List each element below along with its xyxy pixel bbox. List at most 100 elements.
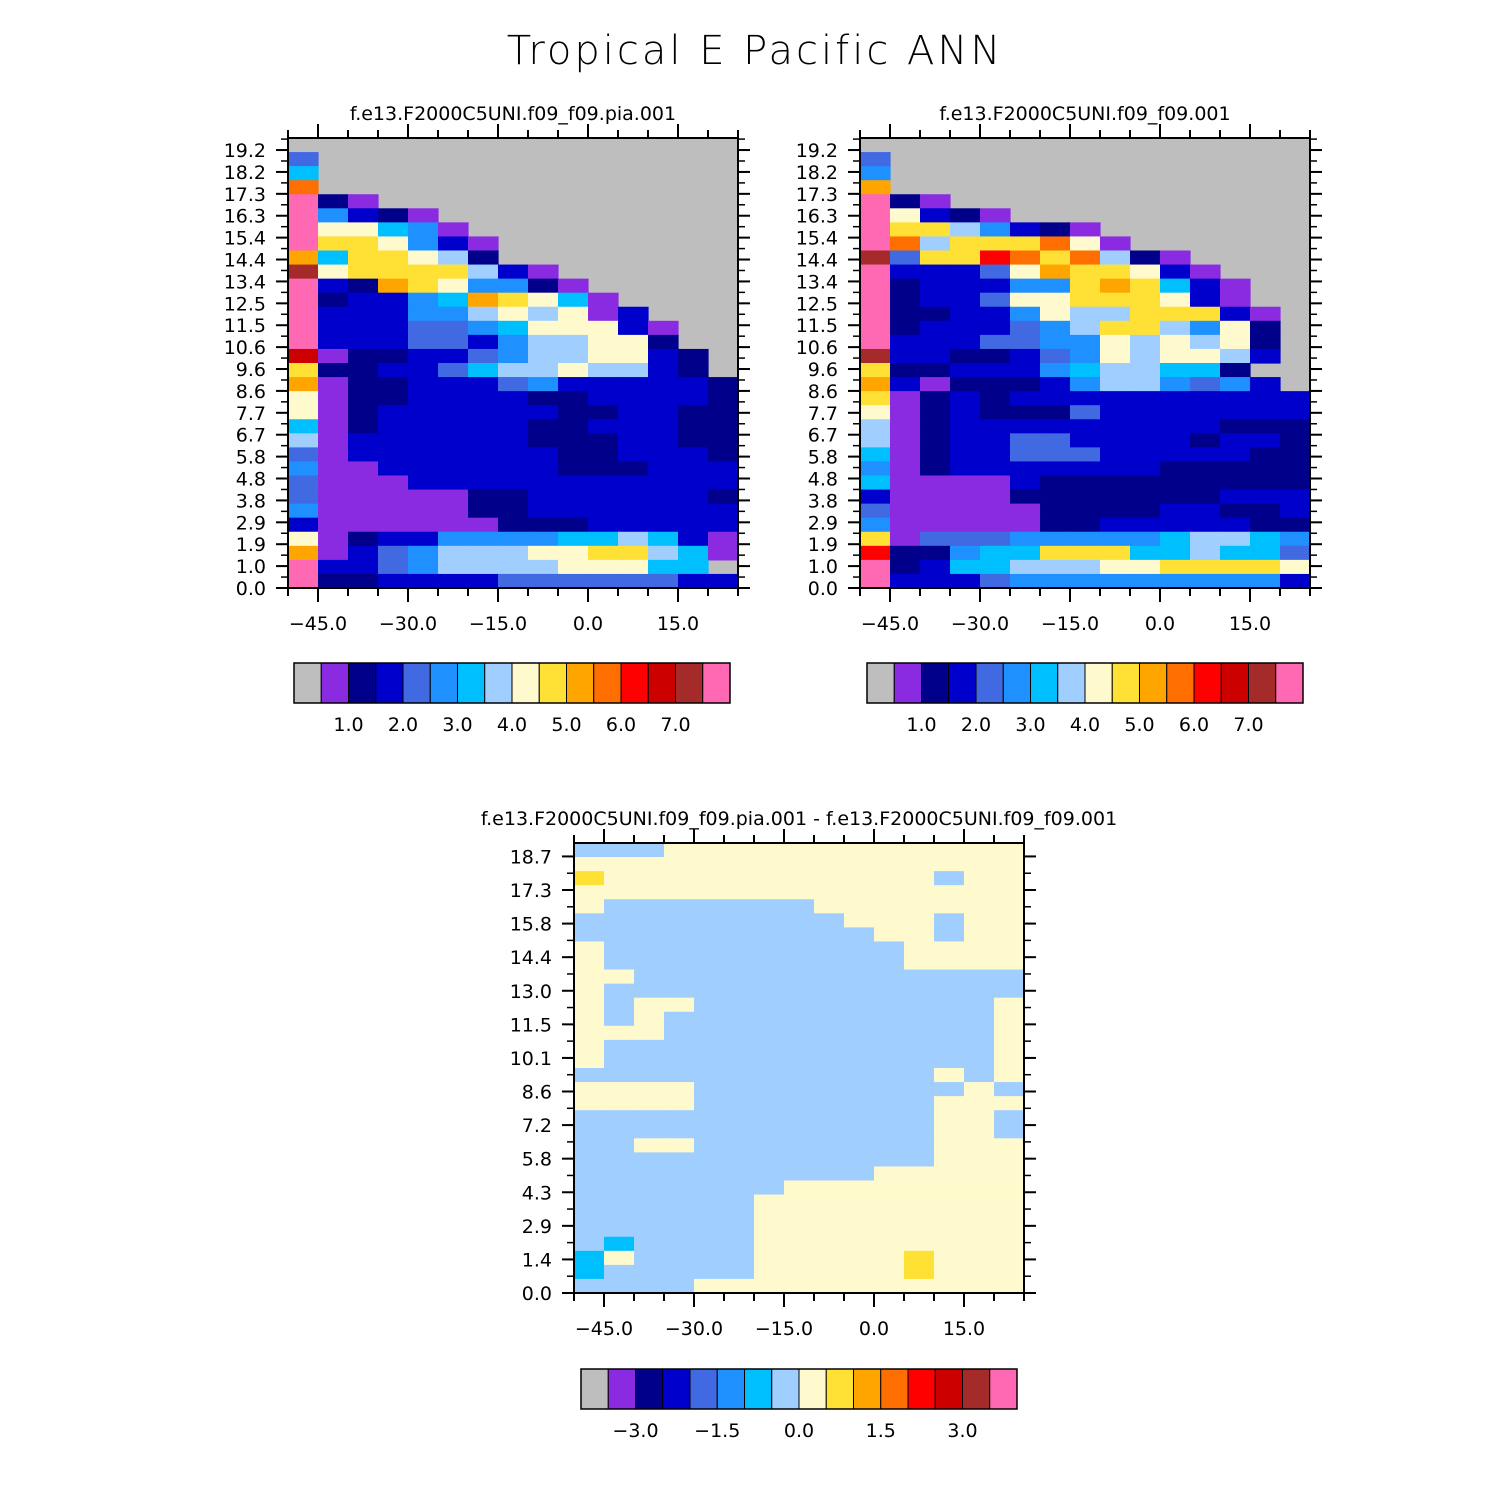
- y-tick-label: 5.8: [522, 1149, 552, 1171]
- heatmap-cell: [1040, 348, 1071, 364]
- heatmap-cell: [934, 1025, 965, 1041]
- heatmap-cell: [754, 1278, 785, 1294]
- y-tick-label: 1.4: [522, 1249, 552, 1271]
- heatmap-cell: [934, 1082, 965, 1097]
- panel-difference: f.e13.F2000C5UNI.f09_f09.pia.001 - f.e13…: [481, 808, 1117, 1442]
- heatmap-cell: [1250, 503, 1281, 519]
- heatmap-cell: [574, 1124, 605, 1139]
- heatmap-cell: [604, 1138, 635, 1153]
- heatmap-cell: [920, 278, 951, 294]
- heatmap-cell: [708, 545, 739, 561]
- y-tick-label: 1.0: [808, 556, 838, 578]
- heatmap-cell: [814, 1068, 845, 1083]
- colorbar-box: [580, 1368, 609, 1410]
- heatmap-cell: [604, 1152, 635, 1168]
- heatmap-cell: [694, 857, 725, 872]
- heatmap-cell: [964, 871, 995, 886]
- heatmap-cell: [378, 531, 409, 547]
- heatmap-cell: [288, 320, 319, 336]
- heatmap-cell: [1100, 278, 1131, 294]
- heatmap-cell: [678, 461, 709, 477]
- heatmap-cell: [860, 503, 891, 519]
- heatmap-cell: [994, 941, 1025, 957]
- y-tick-label: 14.4: [796, 250, 838, 272]
- heatmap-cell: [1010, 391, 1041, 406]
- heatmap-cell: [754, 1180, 785, 1196]
- heatmap-cell: [920, 573, 951, 589]
- heatmap-cell: [724, 1166, 755, 1182]
- heatmap-cell: [904, 843, 935, 858]
- colorbar-box: [1166, 662, 1195, 704]
- heatmap-cell: [694, 1110, 725, 1125]
- heatmap-cell: [874, 885, 905, 900]
- heatmap-cell: [814, 1138, 845, 1153]
- heatmap-cell: [1160, 377, 1191, 392]
- colorbar-label: 1.0: [333, 714, 363, 736]
- colorbar-box: [457, 662, 486, 704]
- heatmap-cell: [678, 433, 709, 448]
- heatmap-cell: [634, 1096, 665, 1111]
- heatmap-cell: [964, 1025, 995, 1041]
- heatmap-cell: [378, 250, 409, 266]
- heatmap-cell: [1220, 545, 1251, 561]
- heatmap-cell: [724, 983, 755, 999]
- heatmap-cell: [980, 236, 1011, 252]
- heatmap-cell: [574, 1208, 605, 1224]
- heatmap-cell: [468, 306, 499, 322]
- heatmap-cell: [1070, 559, 1101, 575]
- heatmap-cell: [860, 573, 891, 589]
- heatmap-cell: [288, 573, 319, 589]
- heatmap-cell: [468, 334, 499, 350]
- heatmap-cell: [1160, 348, 1191, 364]
- colorbar-box: [538, 662, 567, 704]
- heatmap-cell: [920, 419, 951, 434]
- heatmap-cell: [1070, 236, 1101, 252]
- heatmap-cell: [814, 913, 845, 928]
- heatmap-cell: [348, 433, 379, 448]
- heatmap-cell: [964, 983, 995, 999]
- heatmap-cell: [814, 927, 845, 943]
- heatmap-cell: [604, 913, 635, 928]
- heatmap-cell: [468, 292, 499, 308]
- heatmap-cell: [558, 405, 589, 420]
- heatmap-cell: [860, 377, 891, 392]
- heatmap-cell: [694, 1053, 725, 1069]
- heatmap-cell: [1280, 447, 1311, 463]
- heatmap-cell: [288, 531, 319, 547]
- heatmap-cell: [348, 236, 379, 252]
- heatmap-cell: [994, 1011, 1025, 1027]
- heatmap-cell: [1100, 489, 1131, 505]
- heatmap-cell: [1130, 391, 1161, 406]
- heatmap-cell: [994, 871, 1025, 886]
- heatmap-cell: [934, 1152, 965, 1168]
- heatmap-cell: [814, 1250, 845, 1266]
- heatmap-cell: [844, 1025, 875, 1041]
- y-tick-label: 7.7: [236, 403, 266, 425]
- heatmap-cell: [724, 927, 755, 943]
- colorbar-box: [511, 662, 540, 704]
- heatmap-cell: [618, 433, 649, 448]
- heatmap-cell: [664, 1053, 695, 1069]
- heatmap-cell: [408, 475, 439, 491]
- colorbar-box: [484, 662, 513, 704]
- heatmap-cell: [648, 391, 679, 406]
- heatmap-cell: [664, 1264, 695, 1280]
- heatmap-cell: [904, 1138, 935, 1153]
- heatmap-cell: [288, 292, 319, 308]
- heatmap-cell: [604, 1110, 635, 1125]
- y-tick-label: 10.6: [796, 337, 838, 359]
- colorbar-label: 5.0: [1124, 714, 1154, 736]
- heatmap-cell: [1190, 531, 1221, 547]
- heatmap-cell: [994, 885, 1025, 900]
- heatmap-cell: [934, 1278, 965, 1294]
- heatmap-cell: [664, 969, 695, 985]
- heatmap-cell: [574, 941, 605, 957]
- heatmap-cell: [1130, 489, 1161, 505]
- heatmap-cell: [994, 1222, 1025, 1238]
- heatmap-cell: [498, 503, 529, 519]
- heatmap-cell: [604, 1011, 635, 1027]
- heatmap-cell: [874, 983, 905, 999]
- heatmap-cell: [288, 545, 319, 561]
- heatmap-cell: [468, 559, 499, 575]
- heatmap-cell: [498, 363, 529, 378]
